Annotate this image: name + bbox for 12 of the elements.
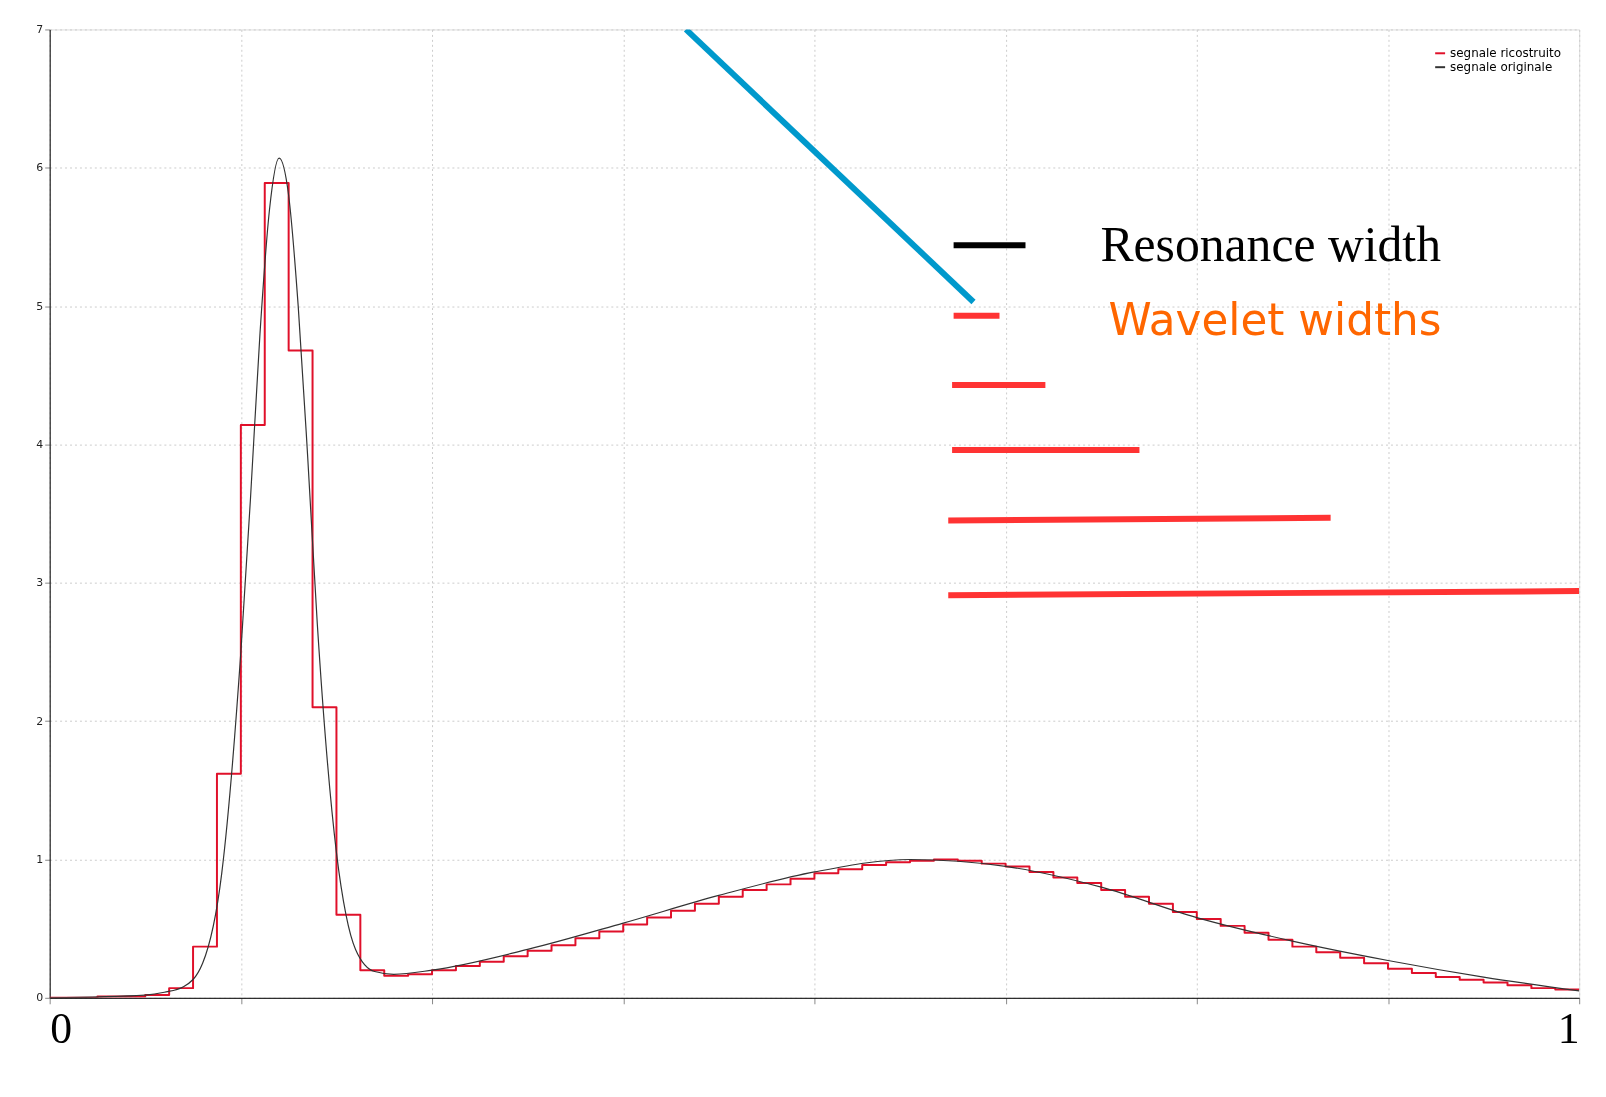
y-tick-label: 3 <box>36 576 44 590</box>
y-tick-label: 0 <box>36 991 44 1005</box>
annotation: Wavelet widths <box>1108 294 1442 346</box>
y-tick-label: 7 <box>36 22 44 36</box>
y-tick-label: 6 <box>36 161 44 175</box>
annotation: Resonance width <box>1100 216 1442 272</box>
y-tick-label: 1 <box>36 852 44 866</box>
legend-label: segnale originale <box>1450 60 1553 75</box>
y-tick-label: 4 <box>36 437 44 451</box>
y-tick-label: 5 <box>36 299 44 313</box>
y-tick-label: 2 <box>36 714 44 728</box>
legend-label: segnale ricostruito <box>1450 46 1562 61</box>
